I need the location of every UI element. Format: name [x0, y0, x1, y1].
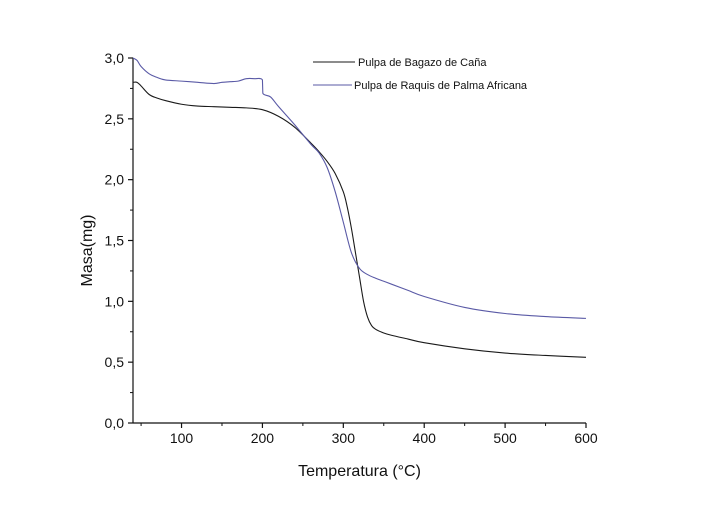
y-tick-label: 0,5 — [105, 354, 125, 370]
series-lines — [132, 57, 587, 358]
x-tick-label: 200 — [251, 430, 275, 446]
legend-label-1: Pulpa de Bagazo de Caña — [358, 57, 487, 69]
y-tick-label: 1,0 — [105, 293, 125, 309]
y-tick-label: 3,0 — [105, 50, 125, 66]
legend-label-2: Pulpa de Raquis de Palma Africana — [354, 80, 528, 92]
y-tick-label: 2,0 — [105, 172, 125, 188]
x-tick-label: 400 — [413, 430, 437, 446]
y-tick-label: 1,5 — [105, 233, 125, 249]
y-ticks: 0,0 0,5 1,0 1,5 2,0 2,5 3,0 — [105, 50, 133, 431]
legend: Pulpa de Bagazo de Caña Pulpa de Raquis d… — [313, 57, 528, 92]
x-ticks: 100 200 300 400 500 600 — [140, 423, 598, 446]
x-tick-label: 100 — [170, 430, 194, 446]
x-axis-title: Temperatura (°C) — [298, 463, 421, 480]
x-tick-label: 500 — [493, 430, 517, 446]
y-tick-label: 0,0 — [105, 415, 125, 431]
x-tick-label: 300 — [332, 430, 356, 446]
series-line-2 — [132, 57, 587, 319]
x-tick-label: 600 — [574, 430, 598, 446]
plot-frame — [132, 58, 586, 424]
series-line-1 — [132, 81, 587, 358]
y-tick-label: 2,5 — [105, 111, 125, 127]
y-axis-title: Masa(mg) — [79, 214, 96, 286]
